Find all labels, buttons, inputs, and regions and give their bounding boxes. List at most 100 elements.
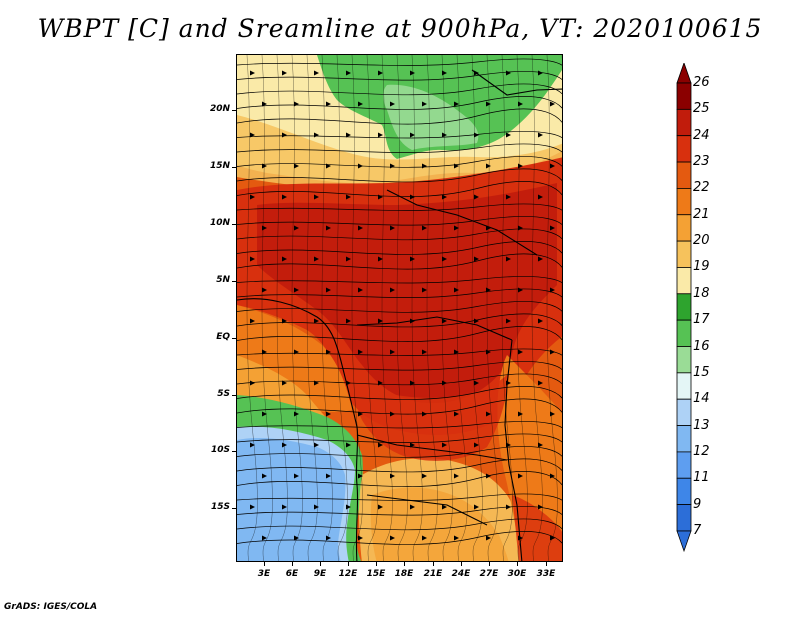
streamline-arrow	[442, 70, 447, 76]
streamline-arrow	[250, 132, 255, 138]
longitude-label: 33E	[536, 569, 556, 579]
map-panel[interactable]	[236, 54, 563, 562]
streamline-arrow	[506, 194, 511, 200]
streamline-arrow	[378, 380, 383, 386]
streamline-arrow	[390, 411, 395, 417]
longitude-tick	[461, 562, 462, 566]
streamline-arrow	[538, 70, 543, 76]
streamline-arrow	[454, 163, 459, 169]
streamline-arrow	[550, 349, 555, 355]
streamline-arrow	[282, 504, 287, 510]
colorbar-swatch	[676, 293, 692, 321]
streamline-arrow	[314, 194, 319, 200]
streamline	[237, 241, 562, 255]
streamline-arrow	[326, 101, 331, 107]
streamline-arrow	[390, 535, 395, 541]
streamline-arrow	[486, 101, 491, 107]
streamline-arrow	[486, 163, 491, 169]
streamline-arrow	[410, 194, 415, 200]
streamline-arrow	[442, 442, 447, 448]
streamline-arrow	[486, 473, 491, 479]
latitude-tick	[232, 395, 236, 396]
streamline-arrow	[474, 194, 479, 200]
streamline	[426, 55, 438, 561]
streamline-arrow	[442, 132, 447, 138]
latitude-label: 5N	[216, 275, 230, 285]
colorbar-swatch	[676, 372, 692, 400]
streamline-arrow	[506, 132, 511, 138]
streamline-arrow	[250, 442, 255, 448]
streamline	[237, 433, 562, 443]
streamline	[411, 55, 423, 561]
streamline-arrow	[538, 318, 543, 324]
streamline	[237, 361, 562, 371]
streamline-arrow	[442, 380, 447, 386]
streamline	[237, 386, 562, 400]
streamline-arrow	[346, 442, 351, 448]
streamline	[237, 253, 562, 270]
latitude-tick	[232, 281, 236, 282]
streamline-arrow	[390, 225, 395, 231]
streamline-arrow	[378, 318, 383, 324]
streamline	[561, 55, 562, 336]
streamline	[546, 55, 558, 561]
streamline-arrow	[422, 287, 427, 293]
streamline-arrow	[474, 442, 479, 448]
longitude-tick	[320, 562, 321, 566]
streamline-arrow	[326, 287, 331, 293]
streamline	[237, 313, 562, 328]
streamline	[501, 55, 513, 561]
streamline-arrow	[378, 442, 383, 448]
colorbar-label: 14	[693, 391, 710, 407]
streamline-arrow	[282, 442, 287, 448]
streamline-arrows	[250, 70, 555, 541]
streamline-arrow	[410, 132, 415, 138]
colorbar-swatch	[676, 188, 692, 216]
streamline-arrow	[474, 256, 479, 262]
streamline-arrow	[250, 194, 255, 200]
streamline-arrow	[422, 163, 427, 169]
streamline-arrow	[538, 504, 543, 510]
streamline-arrow	[538, 256, 543, 262]
streamline-arrow	[378, 504, 383, 510]
latitude-label: 5S	[217, 389, 230, 399]
latitude-tick	[232, 508, 236, 509]
streamline-arrow	[518, 163, 523, 169]
streamline-arrow	[422, 473, 427, 479]
streamline-arrow	[262, 101, 267, 107]
colorbar-swatch	[676, 82, 692, 110]
wbpt-se-orange	[497, 355, 562, 561]
longitude-label: 15E	[366, 569, 386, 579]
streamline-arrow	[346, 504, 351, 510]
streamline-arrow	[326, 473, 331, 479]
streamline-arrow	[442, 194, 447, 200]
streamline	[516, 55, 528, 561]
longitude-tick	[348, 562, 349, 566]
streamline	[441, 55, 453, 561]
streamline-arrow	[282, 380, 287, 386]
streamline-arrow	[262, 535, 267, 541]
streamline	[531, 55, 543, 561]
colorbar-label: 13	[693, 417, 710, 433]
streamline-arrow	[294, 163, 299, 169]
colorbar-label: 17	[693, 312, 710, 328]
colorbar-swatch	[676, 425, 692, 453]
colorbar-lower-triangle	[676, 530, 692, 553]
streamline-arrow	[474, 504, 479, 510]
latitude-label: 15S	[210, 502, 230, 512]
streamline-arrow	[474, 132, 479, 138]
streamline-arrow	[346, 70, 351, 76]
colorbar-swatch	[676, 108, 692, 137]
streamline-arrow	[282, 256, 287, 262]
streamline-arrow	[538, 194, 543, 200]
streamline-arrow	[326, 163, 331, 169]
colorbar	[676, 63, 692, 553]
streamline	[471, 55, 483, 561]
streamline-arrow	[518, 287, 523, 293]
streamline	[237, 143, 562, 153]
streamline-arrow	[326, 535, 331, 541]
colorbar-label: 23	[693, 154, 710, 170]
streamline-arrow	[538, 380, 543, 386]
streamline-arrow	[250, 504, 255, 510]
streamline-arrow	[314, 380, 319, 386]
